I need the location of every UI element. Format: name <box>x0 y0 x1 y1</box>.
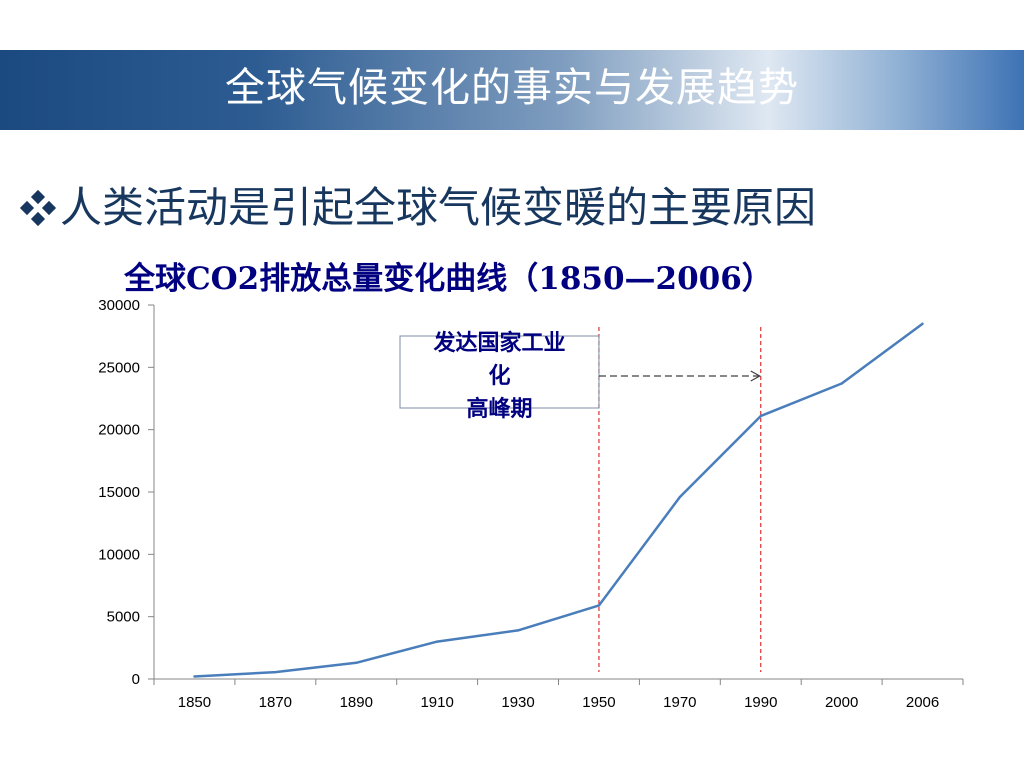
diamond-dots-icon <box>19 189 57 227</box>
data-point <box>678 495 682 499</box>
bullet-row: 人类活动是引起全球气候变暖的主要原因 <box>18 178 816 238</box>
series-layer <box>193 322 924 678</box>
x-tick-label: 1890 <box>340 694 373 711</box>
axes: 0 5000 10000 15000 20000 25000 30000 1850 1870 18… <box>98 297 964 711</box>
y-tick-label: 0 <box>132 671 140 688</box>
data-point <box>840 382 843 385</box>
y-tick-label: 20000 <box>98 422 140 439</box>
x-tick-label: 1910 <box>420 694 453 711</box>
annotation-text-line: 发达国家工业 <box>432 330 565 356</box>
series-line-0 <box>194 322 924 678</box>
annotation-text-line: 高峰期 <box>466 396 532 422</box>
annotation-text-line: 化 <box>488 363 510 389</box>
data-point <box>759 414 762 418</box>
data-point <box>193 675 196 678</box>
y-tick-label: 25000 <box>98 359 140 376</box>
data-point <box>355 661 358 664</box>
x-tick-label: 1970 <box>663 694 696 711</box>
data-point <box>516 629 520 632</box>
chart-title: 全球CO2排放总量变化曲线（1850—2006） <box>124 261 773 297</box>
x-tick-label: 2000 <box>825 694 858 711</box>
y-tick-label: 15000 <box>98 484 140 501</box>
period-markers <box>598 327 762 672</box>
annotation-arrow-head <box>750 370 761 382</box>
data-point <box>597 604 601 607</box>
x-tick-label: 2006 <box>906 694 939 711</box>
x-tick-label: 1950 <box>582 694 615 711</box>
slide-title: 全球气候变化的事实与发展趋势 <box>225 65 799 111</box>
x-tick-label: 1870 <box>259 694 292 711</box>
x-tick-label: 1930 <box>501 694 534 711</box>
data-point <box>435 640 439 643</box>
data-point <box>921 322 924 325</box>
y-tick-label: 30000 <box>98 297 140 314</box>
x-tick-label: 1850 <box>178 694 211 711</box>
title-banner <box>0 50 1024 130</box>
bullet-text: 人类活动是引起全球气候变暖的主要原因 <box>60 183 817 232</box>
x-tick-label: 1990 <box>744 694 777 711</box>
data-point <box>274 670 277 674</box>
annotation-box <box>399 335 600 409</box>
y-tick-label: 5000 <box>107 609 140 626</box>
y-tick-label: 10000 <box>98 546 140 563</box>
